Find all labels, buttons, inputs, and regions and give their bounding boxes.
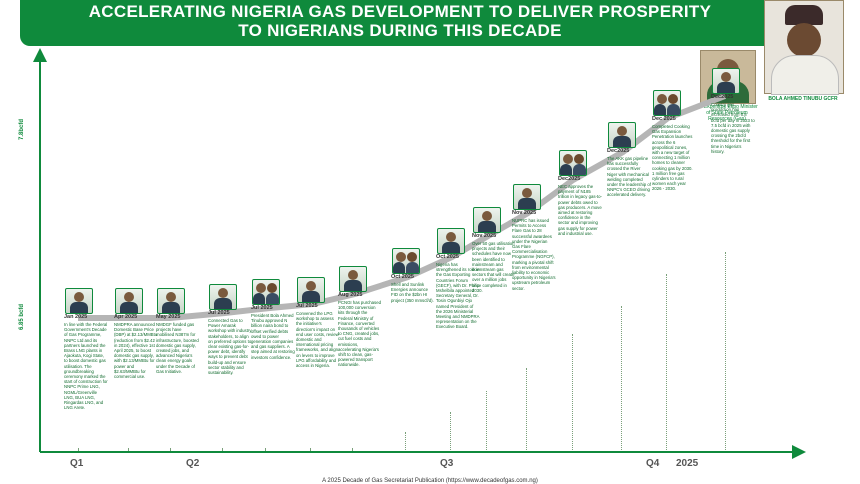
milestone-date: Jul 2025 (208, 310, 230, 316)
milestone-connector (666, 274, 667, 450)
milestone-date: Nov 2025 (472, 233, 497, 239)
quarter-q4: Q4 (646, 458, 660, 469)
milestone-photo (339, 266, 367, 292)
milestone-photo (297, 277, 325, 303)
milestone-connector (621, 306, 622, 450)
milestone-photo (513, 184, 541, 210)
quarter-q1: Q1 (70, 458, 84, 469)
milestone-photo (559, 150, 587, 176)
y-axis-top-label: 7.8bcfd (19, 118, 25, 140)
milestone-description: Convened the LPG workshop to assess the … (296, 311, 339, 369)
milestone-connector (222, 448, 223, 450)
milestone-description: NUPRC has issued Permits to Access Flare… (512, 218, 556, 291)
milestone-date: Nov 2025 (512, 210, 537, 216)
milestone-description: NEC approves the payment of N185 trillio… (558, 184, 602, 236)
milestone-description: President Bola Ahmed Tinubu approved N b… (251, 313, 295, 360)
milestone-photo (157, 288, 185, 314)
milestone-description: NMDGF funded gas projects have mobilised… (156, 322, 199, 374)
quarter-q2: Q2 (186, 458, 200, 469)
milestone-photo (252, 279, 280, 305)
president-caption: BOLA AHMED TINUBU GCFR (768, 96, 838, 102)
milestone-photo (608, 122, 636, 148)
milestone-connector (450, 412, 451, 450)
milestone-connector (265, 448, 266, 450)
milestone-photo (473, 207, 501, 233)
milestone-date: Apr 2025 (114, 314, 138, 320)
milestone-date: Dec 2025 (652, 116, 676, 122)
milestone-date: May 2025 (156, 314, 181, 320)
milestone-date: Oct 2025 (436, 254, 459, 260)
title-line-1: ACCELERATING NIGERIA GAS DEVELOPMENT TO … (88, 2, 712, 21)
milestone-date: Jul 2025 (251, 305, 273, 311)
milestone-description: The AKK gas pipeline has successfully cr… (607, 156, 651, 198)
quarter-q3: Q3 (440, 458, 454, 469)
milestone-connector (128, 448, 129, 450)
milestone-photo (392, 248, 420, 274)
milestone-connector (78, 448, 79, 450)
milestone-date: Aug 2025 (338, 292, 363, 298)
milestone-date: Oct 2025 (391, 274, 414, 280)
milestone-description: Connected Gas to Power Amarak workshop w… (208, 318, 252, 376)
milestone-description: Nigeria has strengthened its role in the… (436, 262, 480, 330)
milestone-photo (115, 288, 143, 314)
footer-publication: A 2025 Decade of Gas Secretariat Publica… (322, 478, 538, 484)
milestone-connector (310, 448, 311, 450)
milestone-connector (352, 448, 353, 450)
milestone-date: Dec2025 (711, 94, 734, 100)
president-photo (764, 0, 844, 95)
milestone-description: Country gas production has increased fro… (711, 102, 755, 154)
milestone-description: Shell and Sunlink Energies announce FID … (391, 282, 434, 303)
milestone-date: Dec2025 (558, 176, 581, 182)
milestone-connector (725, 252, 726, 450)
milestone-connector (405, 432, 406, 450)
milestone-connector (486, 391, 487, 450)
milestone-connector (170, 448, 171, 450)
milestone-description: Over 50 gas utilisation projects and the… (472, 241, 515, 293)
milestone-photo (712, 68, 740, 94)
milestone-photo (65, 288, 93, 314)
growth-curve (78, 93, 727, 321)
milestone-description: Completed Cooking Gas Expansion Penetrat… (652, 124, 693, 192)
milestone-date: Dec2025 (607, 148, 630, 154)
year-label: 2025 (676, 458, 699, 469)
milestone-date: Jul 2025 (296, 303, 318, 309)
milestone-connector (572, 334, 573, 450)
x-axis-arrow (792, 445, 806, 459)
minister-caption: Dr. Ekperikpe Ekpo Minister of State Pet… (696, 104, 758, 122)
y-axis-arrow (33, 48, 47, 62)
y-axis-bottom-label: 6.85 bcfd (19, 303, 25, 330)
milestone-photo (437, 228, 465, 254)
milestone-date: Jan 2025 (64, 314, 88, 320)
title-line-2: TO NIGERIANS DURING THIS DECADE (238, 21, 562, 40)
milestone-description: NMDPRA announced Domestic Base Price (DB… (114, 322, 158, 380)
milestone-photo (653, 90, 681, 116)
milestone-connector (526, 368, 527, 450)
milestone-description: PCNGI has purchased 100,000 conversion k… (338, 300, 381, 368)
milestone-photo (209, 284, 237, 310)
title-banner: ACCELERATING NIGERIA GAS DEVELOPMENT TO … (20, 0, 840, 46)
milestone-description: In line with the Federal Government's De… (64, 322, 108, 411)
